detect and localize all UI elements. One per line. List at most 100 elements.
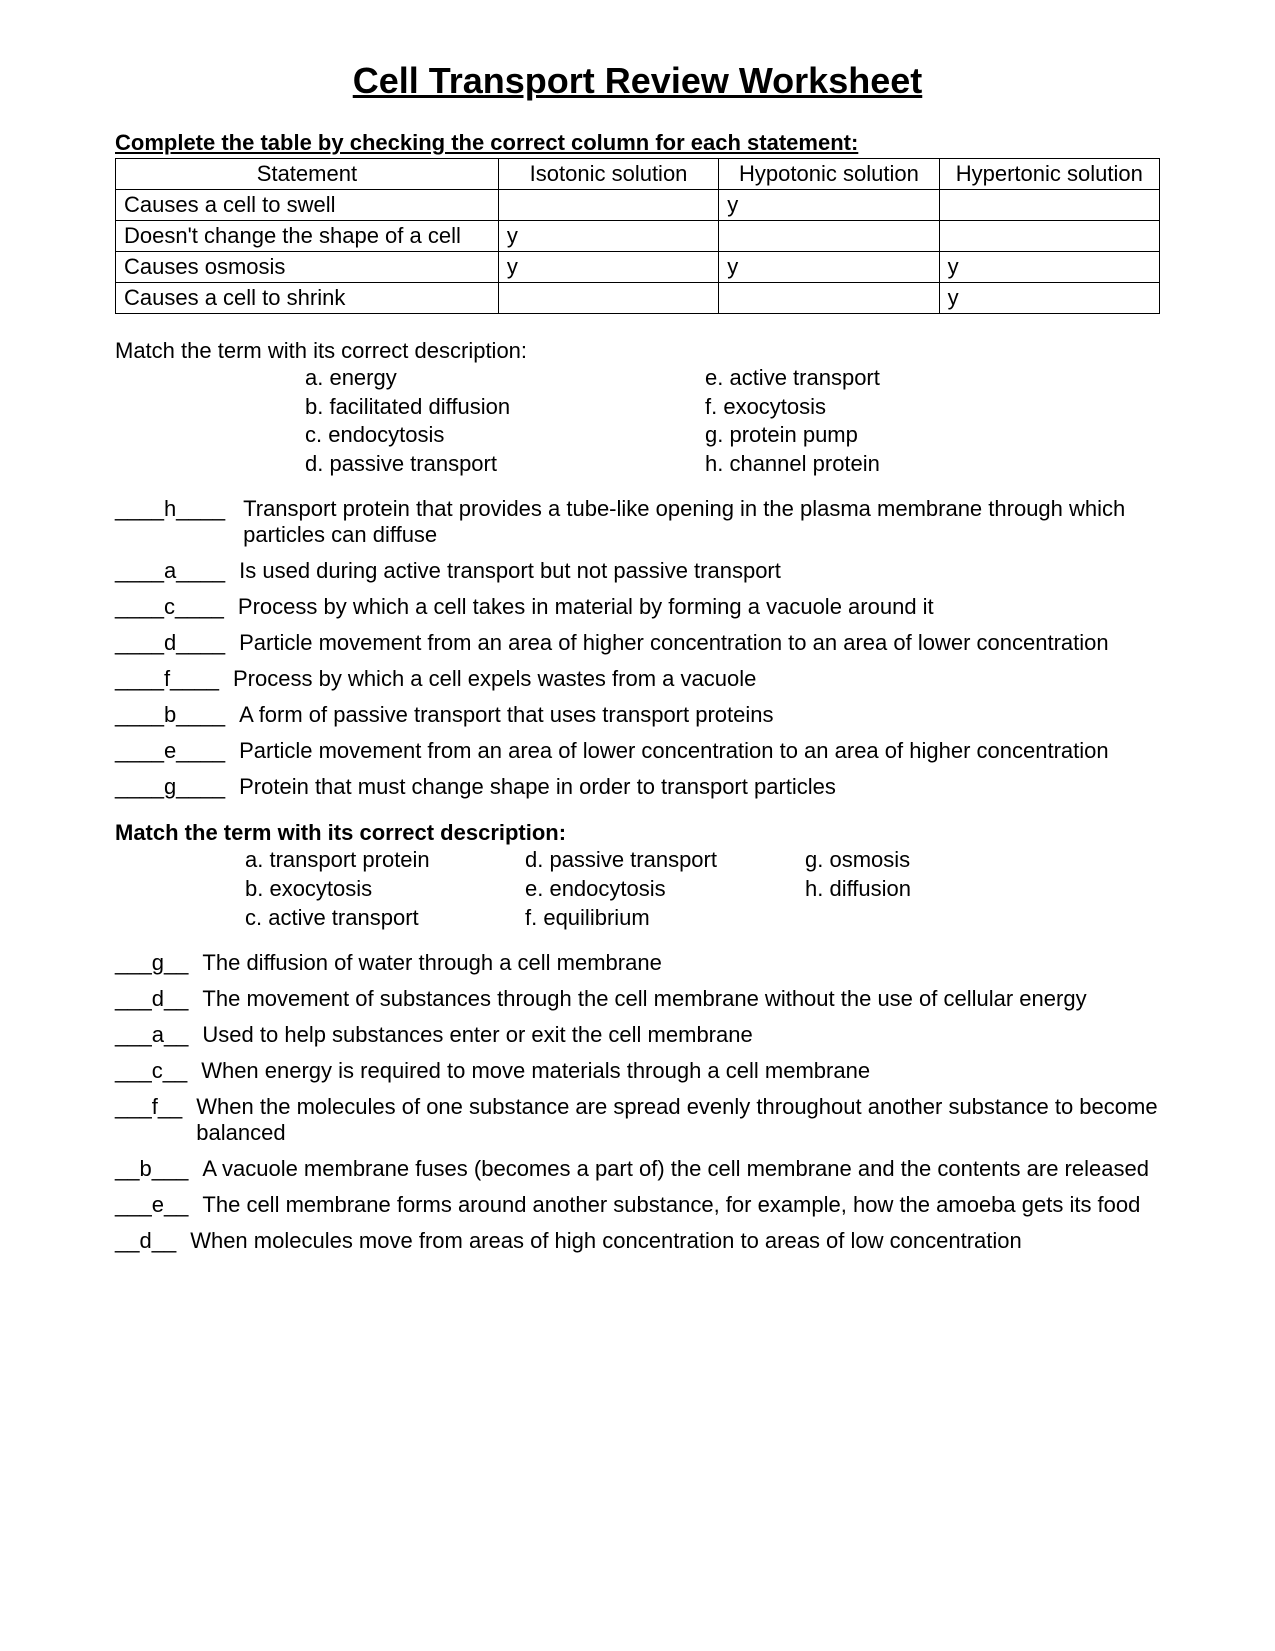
hyper-cell: y (939, 283, 1159, 314)
question-item: ____c____ Process by which a cell takes … (115, 594, 1160, 620)
question-item: ____a____ Is used during active transpor… (115, 558, 1160, 584)
question-item: ___g__ The diffusion of water through a … (115, 950, 1160, 976)
answer-blank: ___g__ (115, 950, 188, 976)
question-item: ____g____ Protein that must change shape… (115, 774, 1160, 800)
hyper-cell (939, 190, 1159, 221)
question-text: When molecules move from areas of high c… (176, 1228, 1160, 1254)
page-title: Cell Transport Review Worksheet (115, 60, 1160, 102)
term: c. endocytosis (305, 421, 705, 450)
statement-cell: Causes a cell to shrink (116, 283, 499, 314)
term: c. active transport (245, 904, 525, 933)
term: e. active transport (705, 364, 880, 393)
hypo-cell: y (719, 252, 939, 283)
iso-cell: y (498, 252, 718, 283)
match1-questions: ____h____ Transport protein that provide… (115, 496, 1160, 800)
question-text: Particle movement from an area of lower … (225, 738, 1160, 764)
question-text: The cell membrane forms around another s… (188, 1192, 1160, 1218)
question-text: When the molecules of one substance are … (182, 1094, 1160, 1146)
question-text: Is used during active transport but not … (225, 558, 1160, 584)
answer-blank: ____b____ (115, 702, 225, 728)
col-header-hypotonic: Hypotonic solution (719, 159, 939, 190)
hypo-cell: y (719, 190, 939, 221)
match1-terms-right: e. active transport f. exocytosis g. pro… (705, 364, 880, 478)
match2-prompt: Match the term with its correct descript… (115, 820, 1160, 846)
question-text: The movement of substances through the c… (188, 986, 1160, 1012)
question-item: ____f____ Process by which a cell expels… (115, 666, 1160, 692)
answer-blank: ____a____ (115, 558, 225, 584)
match2-terms-col1: a. transport protein b. exocytosis c. ac… (245, 846, 525, 932)
worksheet-page: Cell Transport Review Worksheet Complete… (0, 0, 1275, 1651)
question-text: Used to help substances enter or exit th… (188, 1022, 1160, 1048)
question-text: When energy is required to move material… (187, 1058, 1160, 1084)
table-row: Doesn't change the shape of a cell y (116, 221, 1160, 252)
iso-cell (498, 190, 718, 221)
answer-blank: ____c____ (115, 594, 224, 620)
term: h. diffusion (805, 875, 911, 904)
term: b. facilitated diffusion (305, 393, 705, 422)
question-text: Particle movement from an area of higher… (225, 630, 1160, 656)
term: h. channel protein (705, 450, 880, 479)
answer-blank: ___d__ (115, 986, 188, 1012)
term: b. exocytosis (245, 875, 525, 904)
answer-blank: ____g____ (115, 774, 225, 800)
term: d. passive transport (525, 846, 805, 875)
match2-terms: a. transport protein b. exocytosis c. ac… (245, 846, 1160, 932)
question-text: A vacuole membrane fuses (becomes a part… (188, 1156, 1160, 1182)
term: d. passive transport (305, 450, 705, 479)
question-item: ___a__ Used to help substances enter or … (115, 1022, 1160, 1048)
solutions-table: Statement Isotonic solution Hypotonic so… (115, 158, 1160, 314)
answer-blank: ___c__ (115, 1058, 187, 1084)
answer-blank: __b___ (115, 1156, 188, 1182)
answer-blank: ____d____ (115, 630, 225, 656)
question-item: ___c__ When energy is required to move m… (115, 1058, 1160, 1084)
col-header-isotonic: Isotonic solution (498, 159, 718, 190)
match2-terms-col2: d. passive transport e. endocytosis f. e… (525, 846, 805, 932)
question-text: The diffusion of water through a cell me… (188, 950, 1160, 976)
col-header-statement: Statement (116, 159, 499, 190)
statement-cell: Causes a cell to swell (116, 190, 499, 221)
question-text: Process by which a cell takes in materia… (224, 594, 1160, 620)
answer-blank: ____e____ (115, 738, 225, 764)
question-item: ___e__ The cell membrane forms around an… (115, 1192, 1160, 1218)
question-item: ____b____ A form of passive transport th… (115, 702, 1160, 728)
col-header-hypertonic: Hypertonic solution (939, 159, 1159, 190)
hypo-cell (719, 283, 939, 314)
question-item: __b___ A vacuole membrane fuses (becomes… (115, 1156, 1160, 1182)
answer-blank: ___a__ (115, 1022, 188, 1048)
term: f. equilibrium (525, 904, 805, 933)
answer-blank: ____f____ (115, 666, 219, 692)
term: g. protein pump (705, 421, 880, 450)
table-row: Causes osmosis y y y (116, 252, 1160, 283)
question-item: ___d__ The movement of substances throug… (115, 986, 1160, 1012)
question-item: ___f__ When the molecules of one substan… (115, 1094, 1160, 1146)
hypo-cell (719, 221, 939, 252)
match2-questions: ___g__ The diffusion of water through a … (115, 950, 1160, 1254)
answer-blank: ___e__ (115, 1192, 188, 1218)
answer-blank: ____h____ (115, 496, 225, 522)
question-item: ____h____ Transport protein that provide… (115, 496, 1160, 548)
table-row: Causes a cell to shrink y (116, 283, 1160, 314)
term: a. energy (305, 364, 705, 393)
table-row: Causes a cell to swell y (116, 190, 1160, 221)
iso-cell (498, 283, 718, 314)
term: a. transport protein (245, 846, 525, 875)
iso-cell: y (498, 221, 718, 252)
answer-blank: __d__ (115, 1228, 176, 1254)
hyper-cell: y (939, 252, 1159, 283)
table-instruction: Complete the table by checking the corre… (115, 130, 1160, 156)
question-item: ____d____ Particle movement from an area… (115, 630, 1160, 656)
question-item: __d__ When molecules move from areas of … (115, 1228, 1160, 1254)
term: f. exocytosis (705, 393, 880, 422)
table-header-row: Statement Isotonic solution Hypotonic so… (116, 159, 1160, 190)
question-item: ____e____ Particle movement from an area… (115, 738, 1160, 764)
term: g. osmosis (805, 846, 911, 875)
question-text: Protein that must change shape in order … (225, 774, 1160, 800)
statement-cell: Doesn't change the shape of a cell (116, 221, 499, 252)
question-text: A form of passive transport that uses tr… (225, 702, 1160, 728)
term: e. endocytosis (525, 875, 805, 904)
match1-prompt: Match the term with its correct descript… (115, 338, 1160, 364)
question-text: Transport protein that provides a tube-l… (225, 496, 1160, 548)
match1-terms: a. energy b. facilitated diffusion c. en… (305, 364, 1160, 478)
question-text: Process by which a cell expels wastes fr… (219, 666, 1160, 692)
match1-terms-left: a. energy b. facilitated diffusion c. en… (305, 364, 705, 478)
